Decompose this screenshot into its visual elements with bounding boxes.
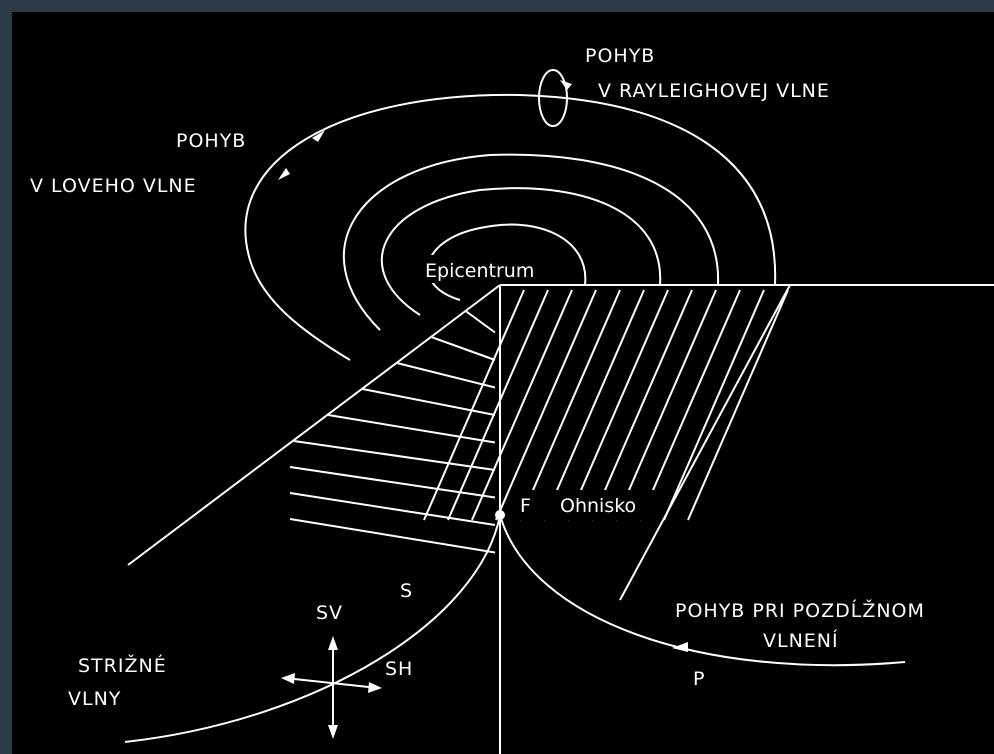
focus-symbol: F (520, 495, 532, 517)
rayleigh-subtitle: V RAYLEIGHOVEJ VLNE (598, 80, 830, 102)
focus-point (495, 510, 505, 520)
shear-vertical: SV (316, 602, 343, 624)
epicenter-label: Epicentrum (425, 260, 534, 282)
love-title: POHYB (176, 130, 246, 152)
longitudinal-title: POHYB PRI POZDĹŽNOM (675, 599, 925, 622)
shear-subtitle: VLNY (68, 688, 121, 710)
longitudinal-symbol: P (693, 668, 705, 690)
focus-label: Ohnisko (560, 495, 636, 517)
rayleigh-title: POHYB (585, 45, 655, 67)
shear-title: STRIŽNÉ (78, 654, 167, 677)
shear-horizontal: SH (385, 658, 413, 680)
shear-symbol: S (400, 580, 413, 602)
love-subtitle: V LOVEHO VLNE (30, 175, 197, 197)
longitudinal-subtitle: VLNENÍ (763, 629, 839, 652)
canvas (12, 12, 994, 754)
diagram: POHYB V RAYLEIGHOVEJ VLNE POHYB V LOVEHO… (0, 0, 994, 754)
